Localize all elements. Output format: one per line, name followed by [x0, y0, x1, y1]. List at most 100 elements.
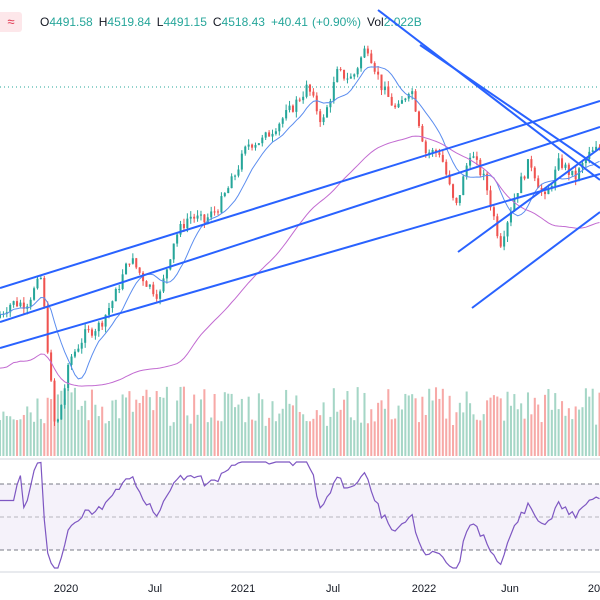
volume-bar [469, 403, 472, 456]
change-value: +40.41 [270, 15, 308, 29]
candle [189, 211, 192, 224]
candle [155, 289, 158, 302]
volume-bar [111, 400, 114, 456]
candle [360, 56, 363, 72]
volume-bar [509, 405, 512, 456]
trendline-channel-lower[interactable] [0, 173, 600, 349]
volume-bar [564, 415, 567, 456]
volume-bar [220, 421, 223, 456]
volume-bar [94, 404, 97, 456]
volume-bar [60, 390, 63, 456]
volume-bar [373, 421, 376, 456]
volume-bar [39, 418, 42, 456]
volume-bar [107, 421, 111, 456]
volume-bar [2, 411, 5, 456]
wave-icon[interactable]: ≈ [0, 12, 22, 32]
volume-bar [193, 394, 196, 456]
candle [60, 404, 63, 420]
volume-bar [135, 399, 138, 456]
volume-bar [67, 388, 70, 456]
candle [526, 159, 530, 179]
volume-bar [125, 397, 128, 456]
volume-bar [227, 393, 230, 456]
candle [131, 253, 134, 265]
volume-bar [598, 392, 600, 456]
trendline-rising-2[interactable] [471, 211, 600, 309]
trendlines[interactable] [0, 9, 600, 349]
candle [366, 45, 369, 57]
volume-bar [537, 404, 540, 456]
candle [533, 166, 536, 182]
candle [87, 325, 90, 333]
candle [142, 271, 145, 286]
volume-bar [595, 424, 598, 456]
volume-bar [513, 394, 516, 456]
volume-bar [138, 402, 141, 456]
trendline-descending-1[interactable] [377, 9, 600, 181]
volume-bar [186, 415, 189, 456]
trendline-channel-middle[interactable] [0, 126, 600, 323]
time-axis[interactable]: 2020 Jul 2021 Jul 2022 Jun 20 [54, 583, 600, 595]
candle [73, 349, 76, 359]
volume-bar [155, 391, 158, 456]
volume-bar [251, 419, 254, 456]
volume-bar [29, 412, 32, 456]
candle [472, 151, 475, 159]
moving-averages [0, 66, 600, 387]
high-label: H [98, 15, 108, 29]
volume-bar [291, 405, 294, 456]
trendline-descending-2[interactable] [419, 44, 600, 169]
volume-bar [421, 396, 424, 456]
volume-bar [26, 406, 29, 456]
volume-bar [578, 409, 581, 456]
x-tick-label: Jun [501, 583, 519, 595]
candle [138, 267, 141, 275]
volume-bar [349, 417, 352, 456]
volume-bar [312, 418, 315, 456]
volume-bar [543, 394, 547, 456]
candle [322, 114, 325, 126]
candle [503, 230, 506, 251]
volume-bar [199, 399, 202, 456]
candle [564, 162, 567, 171]
volume-bar [332, 388, 335, 456]
candle [257, 143, 260, 146]
candle [469, 153, 472, 169]
volume-bar [584, 388, 587, 456]
candle [162, 274, 165, 293]
volume-bar [118, 418, 121, 456]
volume-bar [281, 408, 284, 456]
candle [308, 83, 311, 96]
volume-bar [445, 418, 448, 456]
candle [33, 286, 36, 301]
candle [332, 76, 335, 104]
volume-bar [462, 412, 465, 456]
candle [312, 88, 315, 98]
candle [325, 104, 329, 118]
volume-bar [90, 389, 93, 456]
candle [281, 117, 284, 128]
candle [295, 96, 298, 118]
volume-bar [196, 414, 199, 456]
candle [213, 206, 216, 216]
volume-bar [571, 419, 574, 456]
trendline-rising-1[interactable] [457, 147, 600, 253]
volume-bar [285, 389, 288, 456]
trendline-channel-upper[interactable] [0, 100, 600, 289]
rsi-pane [0, 461, 600, 569]
volume-bar [5, 415, 8, 456]
candle [298, 97, 301, 103]
x-tick-label: 2021 [231, 583, 255, 595]
candle [43, 275, 46, 309]
volume-bar [496, 396, 499, 456]
candle [114, 287, 117, 302]
candle [29, 297, 32, 310]
candle [448, 170, 451, 186]
volume-bar [520, 403, 523, 456]
candle [571, 170, 574, 177]
volume-bar [550, 409, 553, 456]
candle [346, 72, 349, 84]
candle [397, 100, 400, 109]
candle [251, 143, 254, 151]
